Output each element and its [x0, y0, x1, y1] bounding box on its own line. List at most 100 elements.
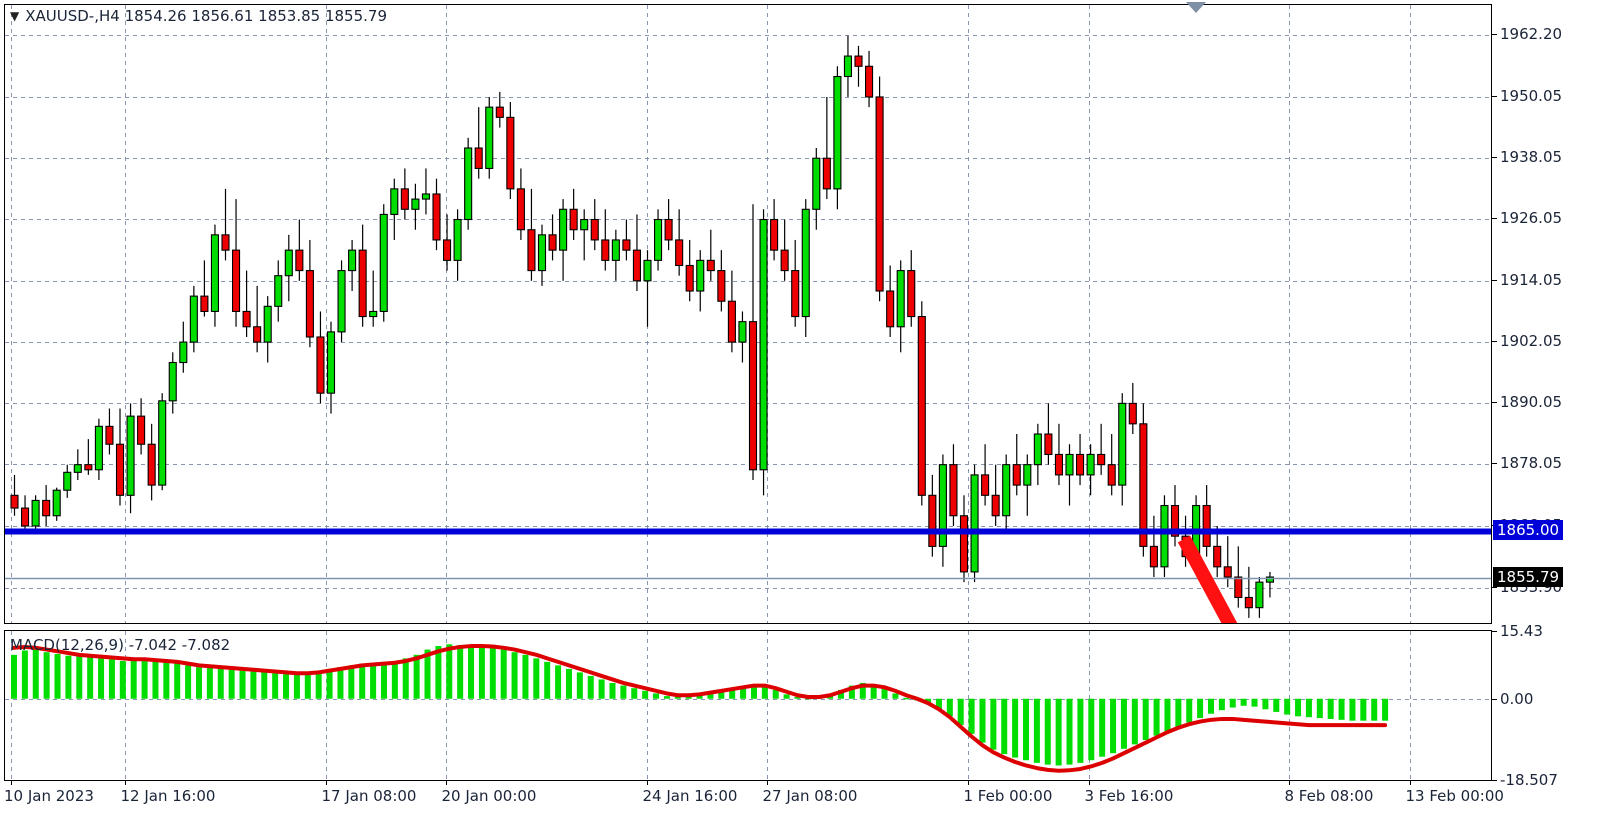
macd-histogram-bar — [957, 698, 964, 726]
candle-body — [1234, 576, 1243, 599]
candle-body — [337, 270, 346, 333]
candle-body — [1170, 504, 1180, 537]
candle-body — [1255, 581, 1264, 609]
candle-body — [453, 218, 462, 261]
macd-signal-line — [12, 644, 1388, 773]
candle-body — [833, 75, 842, 190]
price-chart-pane[interactable] — [4, 4, 1492, 624]
downtrend-arrow[interactable] — [1177, 535, 1254, 623]
macd-histogram-bar — [185, 665, 192, 699]
candle-body — [242, 310, 251, 328]
macd-indicator-pane[interactable] — [4, 630, 1492, 781]
candle-body — [105, 425, 114, 445]
candle-body — [1076, 453, 1085, 476]
candle-body — [653, 218, 663, 261]
macd-histogram-bar — [1371, 698, 1378, 721]
candle-body — [63, 471, 72, 491]
candle-body — [189, 295, 198, 343]
candle-body — [1244, 596, 1253, 609]
macd-histogram-bar — [468, 646, 475, 699]
macd-histogram-bar — [1262, 698, 1269, 710]
candle-body — [938, 464, 947, 547]
candle-body — [10, 494, 19, 509]
macd-histogram-bar — [620, 685, 627, 699]
macd-histogram-bar — [1327, 698, 1334, 719]
macd-histogram-bar — [32, 649, 39, 699]
candle-body — [1033, 433, 1042, 466]
price-level-chip[interactable]: 1865.00 — [1493, 520, 1564, 541]
candle-body — [1097, 453, 1106, 466]
macd-histogram-bar — [1360, 698, 1367, 721]
macd-label: MACD(12,26,9) -7.042 -7.082 — [10, 636, 231, 654]
candle-body — [348, 249, 357, 272]
price-axis-tick: 1914.05 — [1500, 270, 1563, 289]
macd-histogram-bar — [65, 655, 72, 699]
candle-body — [854, 55, 863, 67]
macd-histogram-bar — [1044, 698, 1051, 765]
candle-body — [516, 188, 525, 231]
candle-body — [42, 499, 51, 517]
time-axis[interactable]: 10 Jan 2023 12 Jan 16:00 17 Jan 08:00 20 Ja… — [0, 780, 1601, 825]
candle-body — [770, 218, 779, 251]
macd-histogram-bar — [707, 691, 714, 699]
time-axis-tick: 13 Feb 00:00 — [1405, 787, 1504, 805]
chevron-down-icon[interactable]: ▼ — [10, 9, 20, 23]
time-axis-tick: 27 Jan 08:00 — [762, 787, 858, 805]
time-axis-tickmark — [124, 780, 126, 785]
candle-body — [1139, 423, 1148, 547]
macd-histogram-bar — [1153, 698, 1160, 736]
macd-histogram-bar — [1066, 698, 1073, 765]
candle-body — [896, 270, 905, 328]
time-axis-tickmark — [1288, 780, 1290, 785]
candle-body — [949, 464, 958, 517]
candle-body — [316, 336, 325, 394]
macd-histogram-bar — [1207, 698, 1214, 714]
candle-body — [20, 507, 30, 527]
candle-body — [675, 239, 684, 267]
candle-body — [1118, 402, 1127, 486]
candle-body — [738, 321, 747, 343]
time-axis-tickmark — [1409, 780, 1411, 785]
price-axis-tickmark — [1492, 402, 1497, 404]
candle-body — [274, 275, 283, 307]
time-axis-tickmark — [967, 780, 969, 785]
macd-histogram-bar — [1164, 698, 1171, 732]
candle-body — [991, 494, 1000, 517]
macd-histogram-bar — [424, 649, 431, 699]
chart-top-marker-icon[interactable] — [1186, 2, 1206, 13]
time-axis-tickmark — [325, 780, 327, 785]
price-axis-tickmark — [1492, 156, 1497, 158]
macd-histogram-bar — [1240, 698, 1247, 706]
macd-histogram-bar — [446, 644, 453, 699]
macd-histogram-bar — [892, 693, 899, 699]
macd-histogram — [11, 644, 1389, 766]
candle-body — [864, 65, 874, 98]
macd-histogram-bar — [1284, 698, 1291, 715]
macd-histogram-bar — [478, 646, 485, 699]
candle-body — [780, 249, 789, 272]
macd-histogram-bar — [642, 690, 649, 699]
time-axis-tick: 3 Feb 16:00 — [1084, 787, 1174, 805]
macd-histogram-bar — [881, 688, 888, 699]
macd-histogram-bar — [1197, 698, 1204, 719]
price-axis[interactable]: 1962.20 1950.05 1938.05 1926.05 1914.05 1902.… — [1492, 0, 1601, 789]
macd-histogram-bar — [1131, 698, 1138, 745]
candle-body — [232, 249, 241, 312]
time-axis-tick: 1 Feb 00:00 — [963, 787, 1053, 805]
macd-histogram-bar — [163, 661, 170, 699]
macd-axis-tickmark — [1492, 631, 1497, 632]
macd-histogram-bar — [794, 696, 801, 699]
macd-histogram-bar — [141, 659, 148, 699]
macd-histogram-bar — [718, 689, 725, 699]
candle-body — [917, 316, 926, 496]
candle-body — [1128, 402, 1137, 425]
macd-histogram-bar — [609, 682, 616, 699]
macd-histogram-bar — [315, 671, 322, 699]
macd-histogram-bar — [859, 682, 866, 699]
candle-body — [959, 515, 969, 573]
candle-body — [506, 116, 515, 190]
macd-histogram-bar — [250, 671, 257, 699]
candle-body — [158, 400, 167, 486]
macd-histogram-bar — [457, 645, 464, 699]
macd-histogram-bar — [1055, 698, 1062, 766]
